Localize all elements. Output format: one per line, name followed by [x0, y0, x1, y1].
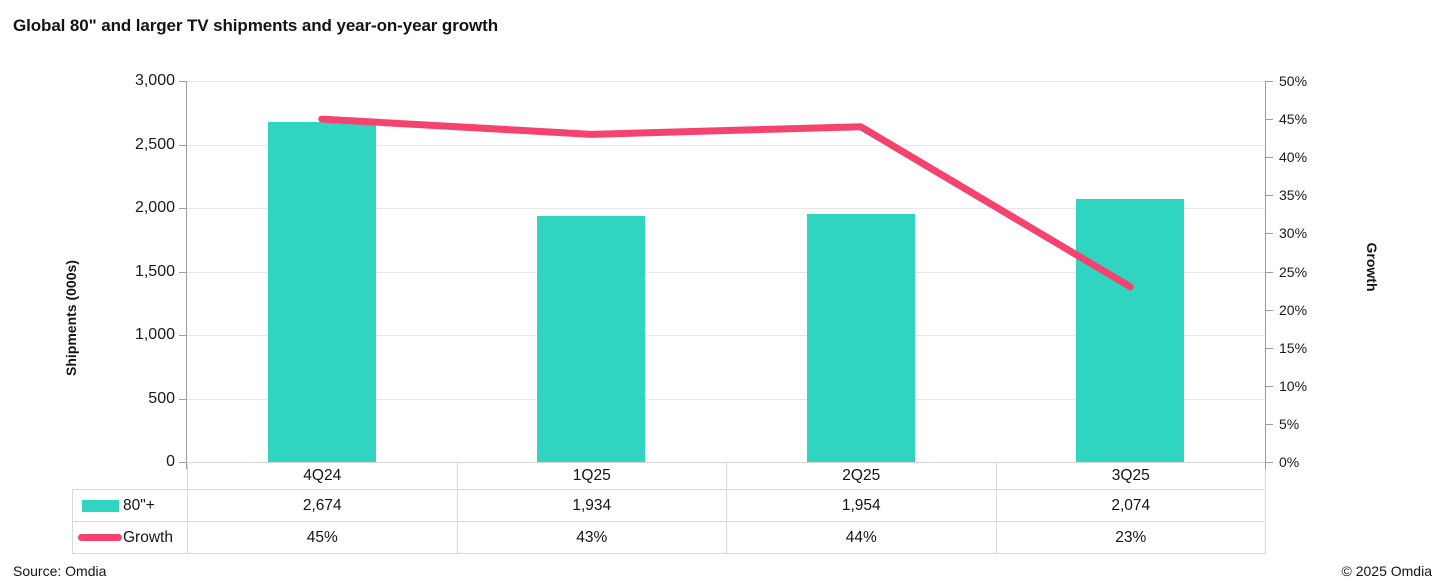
y-axis-right-tick-label: 40%: [1279, 149, 1308, 166]
y-axis-left-tick-label: 1,000: [134, 326, 175, 343]
line-swatch: [78, 534, 122, 541]
y-axis-left-tick-mark: [179, 398, 186, 400]
bar-4Q24: [267, 122, 376, 462]
y-axis-right-tick-mark: [1266, 233, 1273, 235]
series-label: 80"+: [123, 496, 155, 514]
y-axis-right-tick-mark: [1266, 119, 1273, 121]
y-axis-right-tick-label: 10%: [1279, 377, 1308, 394]
category-cell: 4Q24: [187, 462, 458, 490]
bar-swatch: [81, 499, 119, 512]
legend-cell-growth: Growth: [72, 521, 188, 554]
copyright-note: © 2025 Omdia: [1341, 563, 1432, 579]
y-axis-right-tick-mark: [1266, 271, 1273, 273]
y-axis-left-tick-label: 2,500: [134, 135, 175, 153]
y-axis-right-tick-label: 30%: [1279, 225, 1308, 242]
gridline: [187, 335, 1265, 336]
y-axis-right-tick-label: 50%: [1279, 73, 1308, 89]
y-axis-left-tick-mark: [179, 81, 186, 82]
y-axis-left-tick-mark: [179, 208, 186, 209]
x-axis-line: [187, 462, 1265, 463]
y-axis-right-title: Growth: [1364, 242, 1380, 292]
gridline: [187, 81, 1265, 82]
y-axis-right-tick-mark: [1266, 462, 1273, 463]
y-axis-right-tick-mark: [1266, 309, 1273, 311]
y-axis-right-tick-label: 15%: [1279, 339, 1308, 356]
y-axis-left-tick-label: 0: [166, 453, 175, 470]
bar-series-swatch-icon: [77, 499, 123, 512]
value-cell: 2,074: [995, 489, 1266, 522]
y-axis-right-tick-label: 35%: [1279, 187, 1308, 204]
gridline: [187, 398, 1265, 400]
y-axis-right-tick-label: 20%: [1279, 301, 1308, 318]
y-axis-right-tick-mark: [1266, 81, 1273, 82]
y-axis-left-tick-mark: [179, 462, 186, 463]
y-axis-left-tick-mark: [179, 335, 186, 336]
value-cell: 44%: [726, 521, 997, 554]
y-axis-right-tick-mark: [1266, 385, 1273, 387]
y-axis-left-tick-label: 2,000: [134, 199, 175, 216]
category-cell: 1Q25: [456, 462, 727, 490]
value-cell: 23%: [995, 521, 1266, 554]
y-axis-right-tick-label: 0%: [1279, 454, 1300, 470]
gridline: [187, 144, 1265, 146]
y-axis-right-tick-mark: [1266, 423, 1273, 425]
y-axis-left-tick-mark: [179, 144, 186, 146]
gridline: [187, 271, 1265, 273]
y-axis-right-tick-mark: [1266, 195, 1273, 197]
bar-3Q25: [1076, 198, 1185, 462]
value-cell: 1,934: [456, 489, 727, 522]
y-axis-right-tick-label: 25%: [1279, 263, 1308, 280]
category-cell: 2Q25: [726, 462, 997, 490]
y-axis-right-line: [1265, 81, 1266, 469]
bar-1Q25: [537, 216, 646, 462]
y-axis-right-tick-label: 45%: [1279, 111, 1308, 128]
y-axis-right-tick-label: 5%: [1279, 415, 1300, 432]
value-cell: 1,954: [726, 489, 997, 522]
growth-line-path: [318, 115, 1134, 291]
y-axis-left-tick-label: 500: [148, 389, 175, 407]
value-cell: 43%: [456, 521, 727, 554]
y-axis-right-tick-mark: [1266, 347, 1273, 349]
line-series-swatch-icon: [77, 534, 123, 541]
value-cell: 2,674: [187, 489, 458, 522]
bar-2Q25: [806, 213, 915, 462]
y-axis-right-tick-mark: [1266, 157, 1273, 159]
y-axis-left-tick-label: 3,000: [134, 72, 175, 89]
chart-title: Global 80" and larger TV shipments and y…: [13, 16, 498, 35]
series-label: Growth: [123, 528, 173, 546]
y-axis-left-title: Shipments (000s): [63, 260, 79, 376]
y-axis-left-tick-label: 1,500: [134, 262, 175, 280]
y-axis-left-line: [186, 81, 187, 469]
source-note: Source: Omdia: [13, 563, 107, 579]
category-cell: 3Q25: [995, 462, 1266, 490]
value-cell: 45%: [187, 521, 458, 554]
legend-cell-shipments: 80"+: [72, 489, 188, 522]
y-axis-left-tick-mark: [179, 271, 186, 273]
gridline: [187, 208, 1265, 209]
